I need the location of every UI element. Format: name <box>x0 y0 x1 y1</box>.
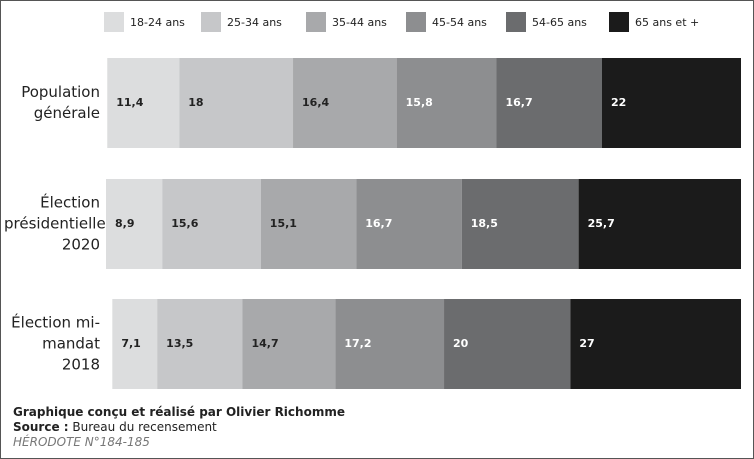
legend-label: 18-24 ans <box>130 16 185 29</box>
value-label: 25,7 <box>588 217 615 230</box>
source-label: Source : <box>13 420 69 434</box>
value-label: 13,5 <box>166 337 193 350</box>
legend-label: 65 ans et + <box>635 16 699 29</box>
legend-swatch <box>104 12 124 32</box>
value-label: 16,7 <box>505 96 532 109</box>
bar-segment <box>242 299 336 389</box>
legend-label: 45-54 ans <box>432 16 487 29</box>
category-label: Élection mi-mandat 2018 <box>11 313 100 374</box>
credit: Graphique conçu et réalisé par Olivier R… <box>13 405 345 419</box>
reference: HÉRODOTE N°184-185 <box>13 435 150 449</box>
source-text: Bureau du recensement <box>72 420 217 434</box>
value-label: 15,1 <box>270 217 297 230</box>
bar-segment <box>461 179 579 269</box>
bar-segment <box>260 179 357 269</box>
value-label: 27 <box>579 337 594 350</box>
value-label: 15,6 <box>171 217 198 230</box>
bar-segment <box>293 58 397 148</box>
bar-segment <box>356 179 462 269</box>
value-label: 22 <box>611 96 626 109</box>
category-label: Population générale <box>21 83 100 122</box>
bar-segment <box>157 299 243 389</box>
legend-swatch <box>506 12 526 32</box>
value-label: 15,8 <box>406 96 433 109</box>
bar-segment <box>396 58 497 148</box>
bar-segment <box>601 58 741 148</box>
legend-swatch <box>406 12 426 32</box>
legend-swatch <box>609 12 629 32</box>
legend-swatch <box>201 12 221 32</box>
value-label: 16,4 <box>302 96 329 109</box>
bar-segment <box>444 299 571 389</box>
value-label: 7,1 <box>121 337 141 350</box>
bar-segment <box>570 299 741 389</box>
source: Source : Bureau du recensement <box>13 420 217 434</box>
legend-label: 35-44 ans <box>332 16 387 29</box>
value-label: 8,9 <box>115 217 135 230</box>
bar-segment <box>112 299 158 389</box>
bar-segment <box>578 179 741 269</box>
category-label: Élection présidentielle 2020 <box>4 193 106 254</box>
bar-segment <box>179 58 294 148</box>
value-label: 18 <box>188 96 203 109</box>
value-label: 18,5 <box>471 217 498 230</box>
bar-segment <box>162 179 261 269</box>
value-label: 20 <box>453 337 469 350</box>
bar-segment <box>107 58 180 148</box>
value-label: 14,7 <box>251 337 278 350</box>
legend-swatch <box>306 12 326 32</box>
bar-segment <box>106 179 163 269</box>
value-label: 17,2 <box>344 337 371 350</box>
legend-label: 25-34 ans <box>227 16 282 29</box>
value-label: 16,7 <box>365 217 392 230</box>
value-label: 11,4 <box>116 96 143 109</box>
bar-segment <box>335 299 445 389</box>
legend-label: 54-65 ans <box>532 16 587 29</box>
bar-segment <box>496 58 602 148</box>
